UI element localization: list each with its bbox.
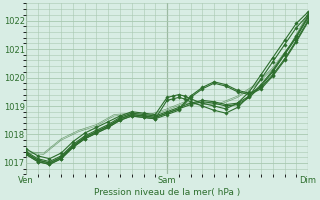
- X-axis label: Pression niveau de la mer( hPa ): Pression niveau de la mer( hPa ): [94, 188, 240, 197]
